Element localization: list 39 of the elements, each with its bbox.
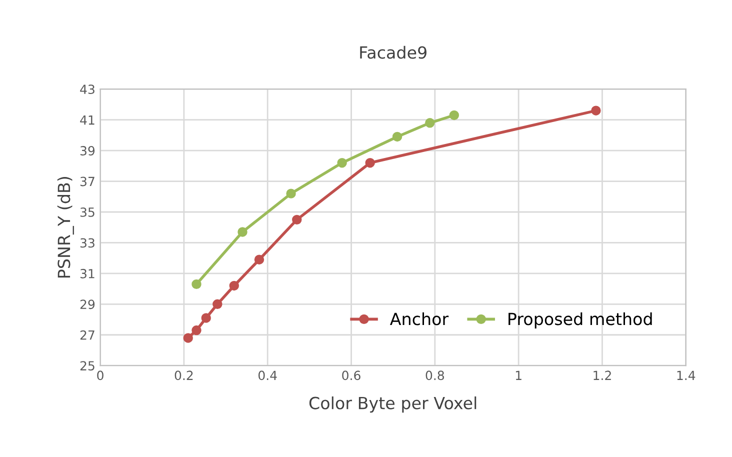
legend-label: Anchor [390,312,449,326]
point [212,299,222,310]
point [183,333,193,343]
y-tick-label: 35 [80,207,94,217]
point [292,214,302,225]
point [591,106,601,116]
point [201,313,211,323]
point [365,158,375,168]
y-tick-label: 43 [80,84,94,94]
point [192,279,202,290]
point [254,254,264,264]
x-tick-label: 0.4 [258,370,277,380]
y-tick-label: 41 [80,115,94,125]
point [229,280,239,291]
y-tick-label: 33 [80,238,94,248]
y-tick-label: 37 [80,176,94,186]
point [337,158,347,168]
point [392,132,402,142]
x-tick-label: 0 [97,370,104,380]
y-tick-label: 25 [80,361,94,371]
y-tick-label: 31 [80,268,94,278]
legend-label: Proposed method [508,312,652,328]
y-tick-label: 27 [80,330,94,340]
point [425,118,435,128]
x-tick-label: 0.6 [342,370,360,380]
y-axis-title: PSNR_Y (dB) [57,177,74,278]
point [192,325,202,336]
chart-title: Facade9 [360,46,426,59]
x-tick-label: 0.2 [174,370,193,380]
x-axis-title: Color Byte per Voxel [309,396,476,413]
x-tick-label: 1.2 [594,370,611,380]
x-tick-label: 1 [516,370,522,380]
y-tick-label: 29 [80,300,95,310]
point [286,188,296,198]
point [449,110,460,120]
x-tick-label: 1.4 [677,370,696,380]
y-tick-label: 39 [80,146,95,156]
point [238,227,248,237]
x-tick-label: 0.8 [426,370,444,380]
